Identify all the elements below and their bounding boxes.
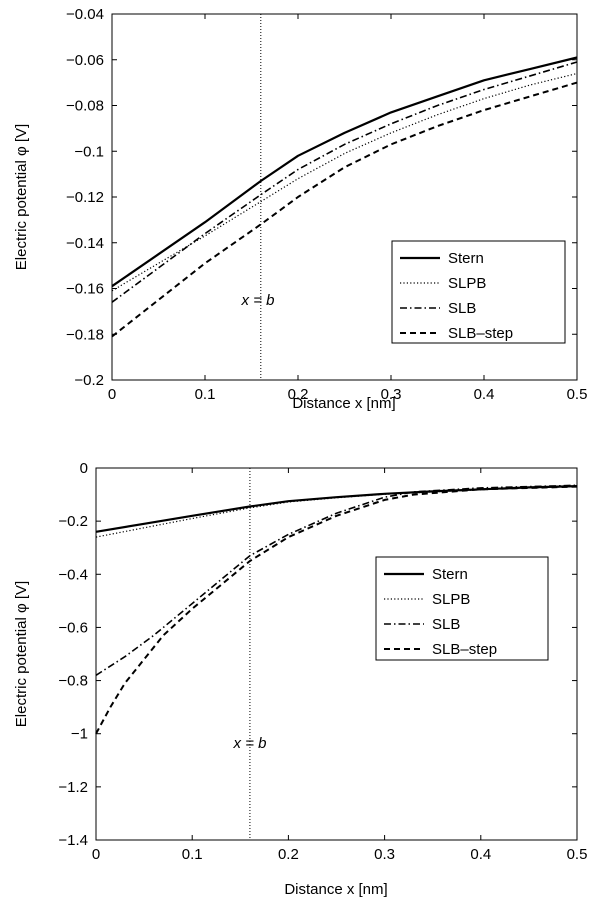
chart-top: 0 0.1 0.2 0.3 0.4 0.5 −0.2 −0.18 −0.16 −0.14 −0.12… [13, 6, 587, 412]
y-tick-label: −0.2 [74, 372, 104, 389]
legend-label-slb: SLB [432, 616, 460, 633]
x-tick-label: 0.5 [567, 846, 588, 863]
legend-bottom: Stern SLPB SLB SLB–step [375, 556, 549, 661]
legend-items-bottom: Stern SLPB SLB SLB–step [384, 566, 497, 658]
x-tick-label: 0 [92, 846, 100, 863]
y-tick-label: −0.2 [58, 513, 88, 530]
series-line-slpb [95, 486, 578, 538]
x-axis-label-top: Distance x [nm] [292, 395, 395, 412]
series-group-bottom [95, 484, 578, 735]
series-line-stern [111, 56, 578, 288]
series-group-top [111, 56, 578, 338]
y-axis-label-bottom: Electric potential φ [V] [13, 581, 30, 727]
y-tick-label: −0.6 [58, 619, 88, 636]
x-tick-label: 0.4 [470, 846, 491, 863]
y-axis-label-top: Electric potential φ [V] [13, 124, 30, 270]
series-line-slb-step [95, 485, 578, 735]
annotation-top: x = b [241, 292, 275, 309]
x-tick-label: 0 [108, 386, 116, 403]
x-tick-label: 0.2 [288, 386, 309, 403]
legend-label-slpb: SLPB [432, 591, 470, 608]
annotation-bottom: x = b [233, 735, 267, 752]
legend-top: Stern SLPB SLB SLB–step [391, 240, 566, 344]
legend-label-slb-step: SLB–step [432, 641, 497, 658]
legend-label-slb: SLB [448, 300, 476, 317]
legend-label-stern: Stern [448, 250, 484, 267]
legend-label-slpb: SLPB [448, 275, 486, 292]
ticks-bottom: 0 0.1 0.2 0.3 0.4 0.5 −1.4 −1.2 −1 −0.8 −0.6 −0.4 −0… [58, 460, 587, 863]
series-line-slb [95, 484, 578, 676]
legend-label-stern: Stern [432, 566, 468, 583]
x-tick-label: 0.5 [567, 386, 588, 403]
x-tick-label: 0.4 [474, 386, 495, 403]
y-tick-label: −0.06 [66, 52, 104, 69]
x-tick-label: 0.1 [195, 386, 216, 403]
x-tick-label: 0.2 [278, 846, 299, 863]
y-tick-label: −0.12 [66, 189, 104, 206]
legend-items-top: Stern SLPB SLB SLB–step [400, 250, 513, 342]
x-tick-label: 0.3 [381, 386, 402, 403]
y-tick-label: −0.8 [58, 673, 88, 690]
x-tick-label: 0.1 [182, 846, 203, 863]
x-axis-label-bottom: Distance x [nm] [284, 881, 387, 898]
y-tick-label: −0.1 [74, 143, 104, 160]
y-tick-label: −0.18 [66, 326, 104, 343]
y-tick-label: −0.16 [66, 281, 104, 298]
series-line-slb [111, 61, 578, 303]
y-tick-label: −0.04 [66, 6, 104, 23]
y-tick-label: −1.4 [58, 832, 88, 849]
ticks-top: 0 0.1 0.2 0.3 0.4 0.5 −0.2 −0.18 −0.16 −0.14 −0.12… [66, 6, 587, 403]
chart-bottom: 0 0.1 0.2 0.3 0.4 0.5 −1.4 −1.2 −1 −0.8 −0.6 −0.4 −0… [13, 460, 587, 898]
y-tick-label: −1.2 [58, 779, 88, 796]
y-tick-label: −0.14 [66, 235, 104, 252]
y-tick-label: −1 [71, 726, 88, 743]
series-line-slb-step [111, 81, 578, 338]
y-tick-label: −0.4 [58, 566, 88, 583]
legend-label-slb-step: SLB–step [448, 325, 513, 342]
x-tick-label: 0.3 [374, 846, 395, 863]
y-tick-label: 0 [80, 460, 88, 477]
y-tick-label: −0.08 [66, 98, 104, 115]
series-line-slpb [111, 72, 578, 292]
